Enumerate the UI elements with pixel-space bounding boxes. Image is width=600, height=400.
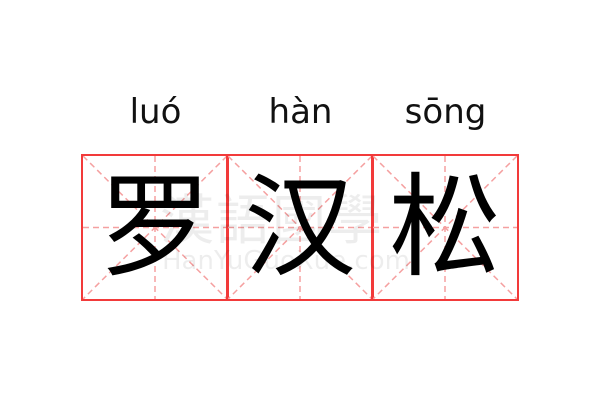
- character-2: 汉: [244, 162, 356, 293]
- character-cell-3: 松: [371, 154, 519, 301]
- character-grid: 罗 汉 松: [81, 154, 519, 301]
- pinyin-1: luó: [129, 92, 182, 132]
- character-cell-1: 罗: [81, 154, 229, 301]
- character-1: 罗: [99, 162, 211, 293]
- character-cell-2: 汉: [226, 154, 374, 301]
- grid-guides: [373, 156, 517, 299]
- pinyin-2: hàn: [268, 92, 333, 132]
- character-3: 松: [389, 162, 501, 293]
- grid-guides: [228, 156, 372, 299]
- grid-guides: [83, 156, 227, 299]
- pinyin-3: sōng: [404, 92, 487, 132]
